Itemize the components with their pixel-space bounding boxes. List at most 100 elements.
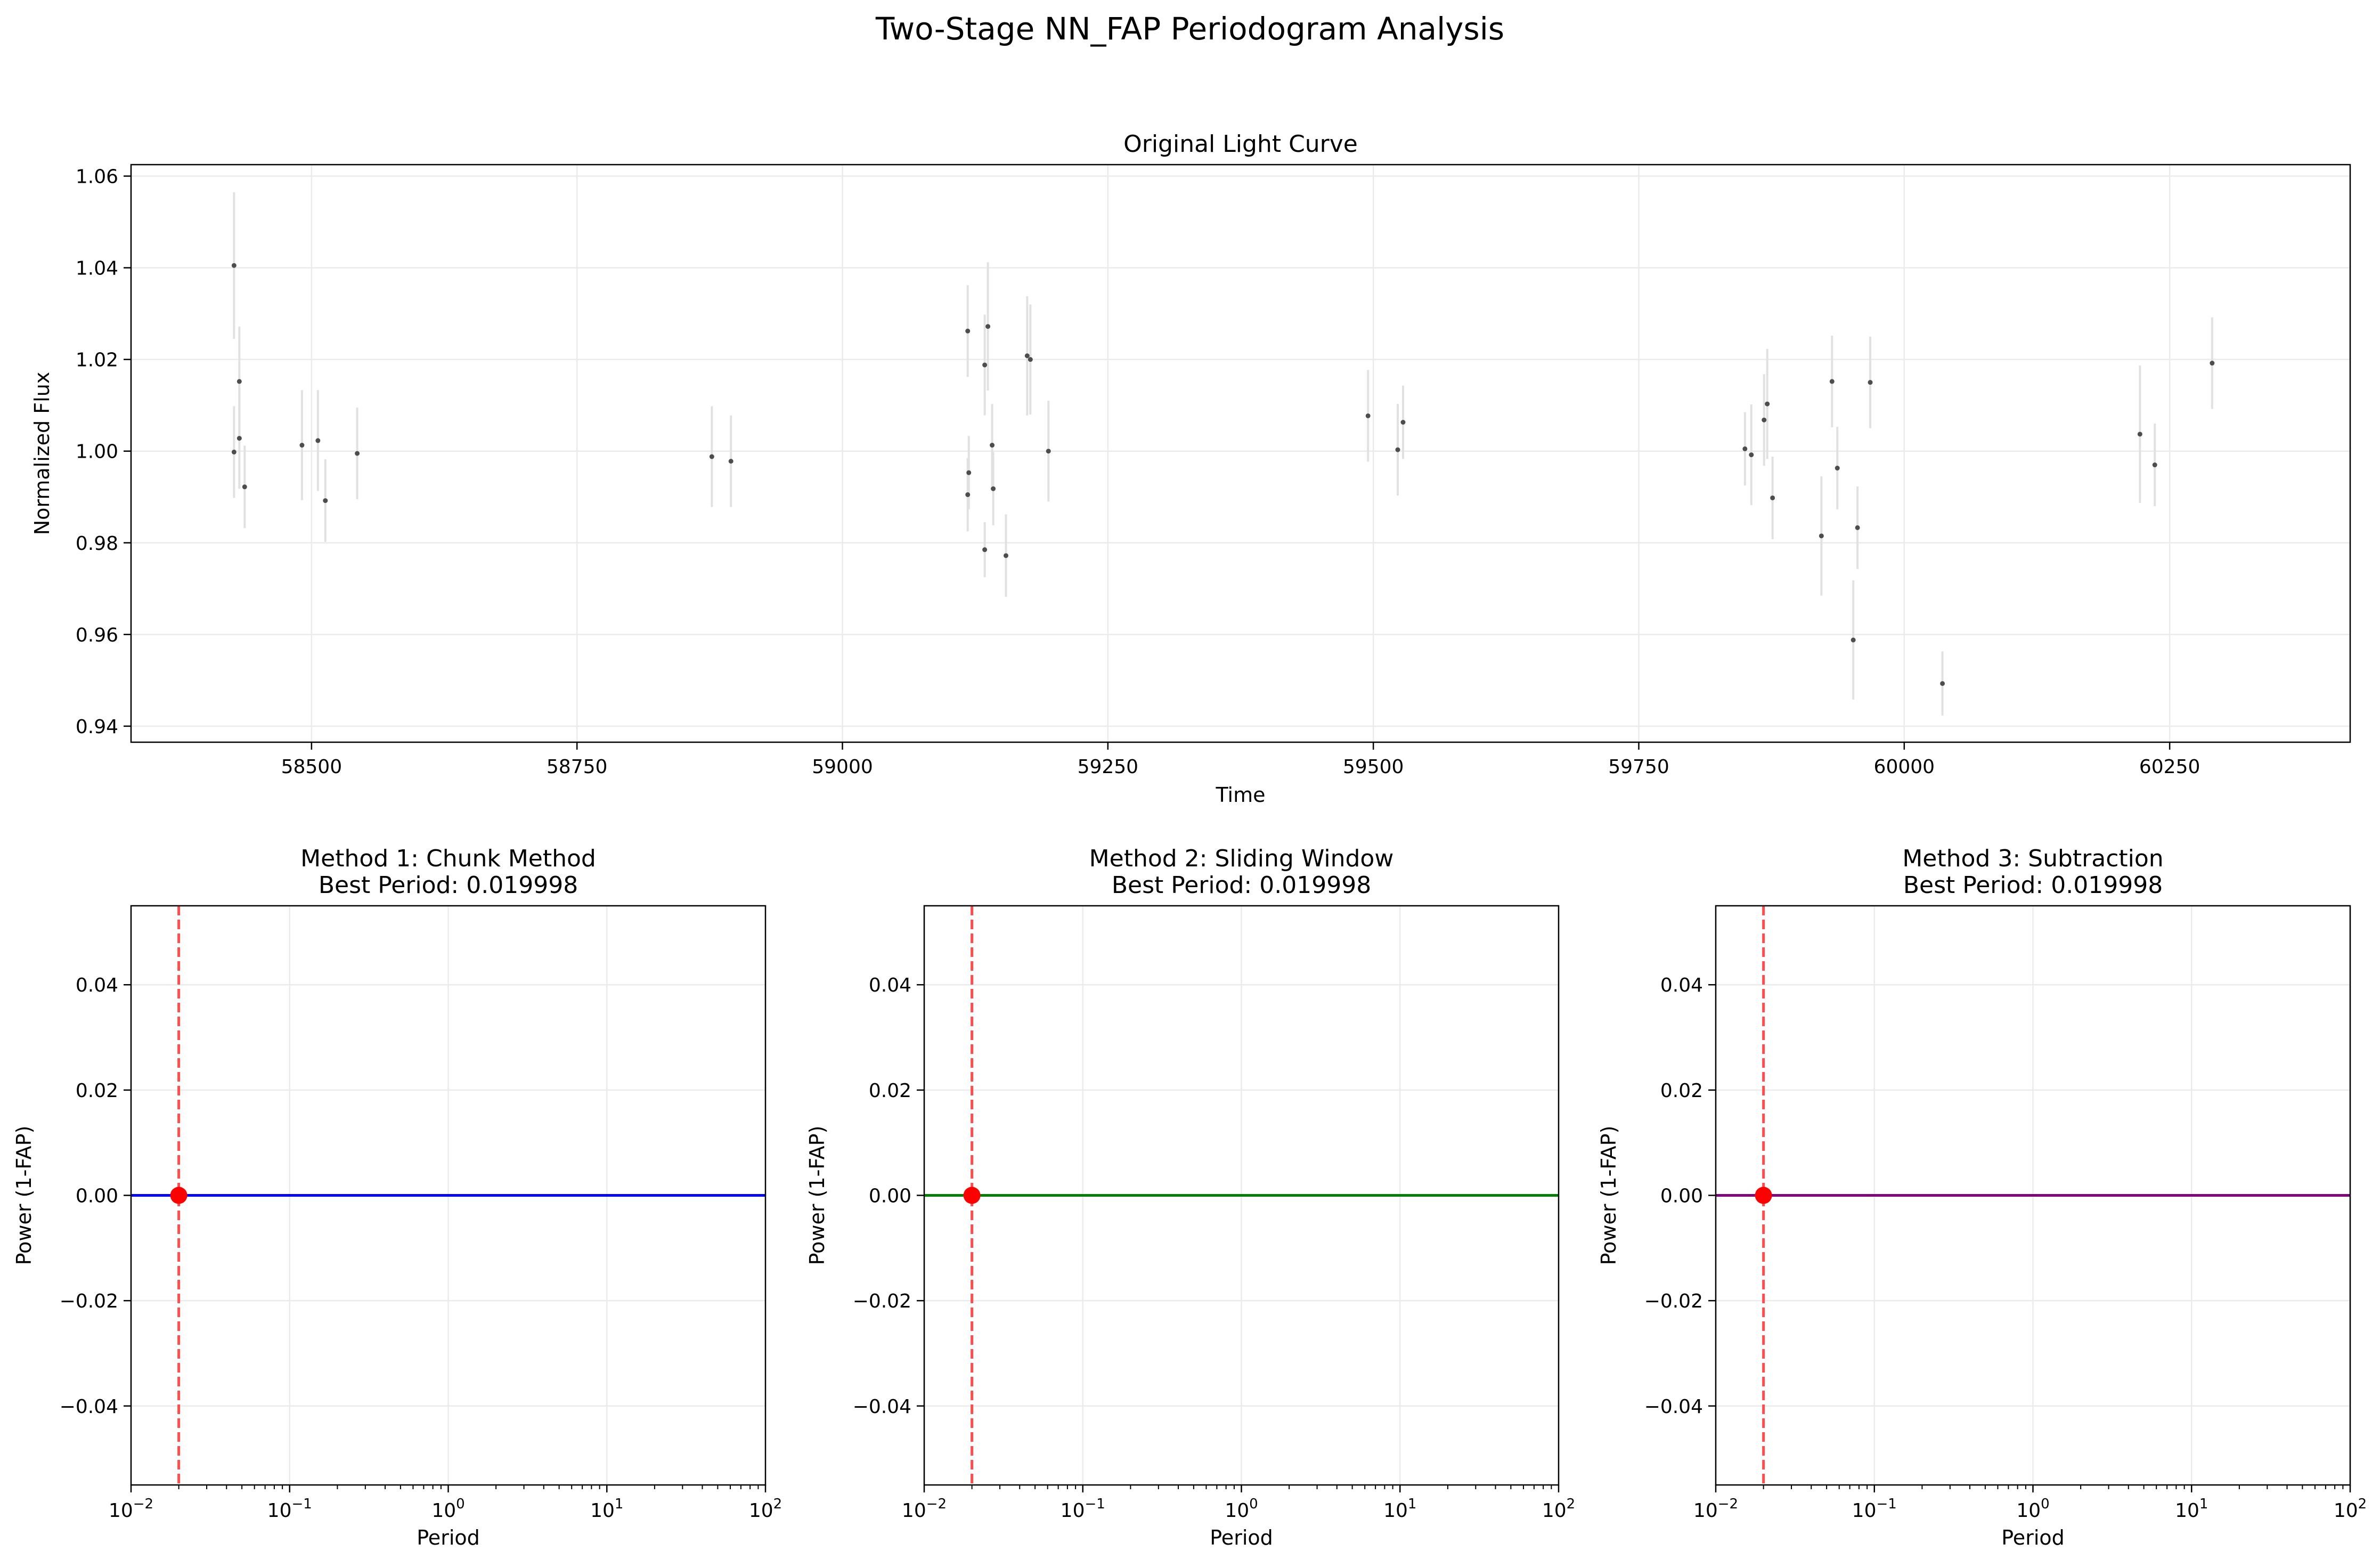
x-tick-exponent: −1 (1876, 1496, 1896, 1512)
x-axis-label: Period (2001, 1526, 2065, 1549)
x-tick-exponent: −2 (133, 1496, 153, 1512)
y-tick-label: 0.02 (869, 1080, 911, 1102)
data-point (315, 438, 321, 443)
x-axis-label: Time (1216, 783, 1266, 807)
x-tick-base: 10 (431, 1500, 456, 1522)
data-point (1835, 466, 1840, 471)
y-tick-label: 0.00 (869, 1186, 911, 1207)
y-tick-label: 0.00 (76, 1186, 118, 1207)
data-point (965, 492, 971, 497)
x-tick-base: 10 (109, 1500, 133, 1522)
y-tick-label: 0.04 (76, 975, 118, 996)
x-tick-exponent: −2 (1718, 1496, 1738, 1512)
x-tick-base: 10 (1852, 1500, 1877, 1522)
y-tick-label: 0.04 (869, 975, 911, 996)
x-tick-label: 101 (590, 1496, 623, 1522)
y-tick-label: 1.00 (76, 441, 118, 463)
data-point (965, 328, 971, 334)
data-point (323, 498, 328, 504)
y-tick-label: 0.96 (76, 624, 118, 646)
y-tick-label: 0.98 (76, 533, 118, 555)
figure-title: Two-Stage NN_FAP Periodogram Analysis (875, 11, 1504, 47)
best-period-marker (170, 1187, 188, 1204)
x-tick-label: 58750 (547, 756, 608, 778)
data-point (982, 547, 988, 553)
x-tick-exponent: 1 (1408, 1496, 1417, 1512)
data-point (237, 379, 242, 384)
x-axis-label: Period (417, 1526, 480, 1549)
data-point (966, 470, 972, 475)
data-point (1851, 637, 1856, 643)
x-tick-exponent: −1 (291, 1496, 312, 1512)
data-point (1819, 533, 1824, 539)
x-tick-label: 10−2 (109, 1496, 153, 1522)
x-tick-exponent: 2 (773, 1496, 783, 1512)
x-tick-exponent: −1 (1085, 1496, 1105, 1512)
x-tick-label: 59000 (812, 756, 873, 778)
periodogram-title: Method 3: Subtraction (1902, 845, 2163, 872)
data-point (985, 324, 991, 329)
data-point (2137, 432, 2142, 437)
data-point (1742, 446, 1748, 451)
data-point (1855, 525, 1860, 530)
periodogram-subtitle: Best Period: 0.019998 (1112, 872, 1371, 899)
x-tick-exponent: 0 (456, 1496, 465, 1512)
x-tick-exponent: 1 (2199, 1496, 2208, 1512)
x-tick-label: 10−1 (1061, 1496, 1105, 1522)
y-tick-label: −0.04 (60, 1396, 118, 1418)
data-point (1028, 357, 1033, 362)
data-point (1829, 379, 1835, 384)
x-tick-exponent: 2 (1567, 1496, 1576, 1512)
x-tick-base: 10 (2175, 1500, 2199, 1522)
y-tick-label: −0.02 (853, 1290, 911, 1312)
x-tick-exponent: −2 (926, 1496, 947, 1512)
data-point (990, 443, 995, 448)
data-point (1940, 681, 1945, 686)
data-point (231, 263, 237, 268)
periodogram-frame (130, 905, 767, 1486)
x-tick-base: 10 (2334, 1500, 2358, 1522)
x-tick-label: 100 (431, 1496, 464, 1522)
data-point (1762, 417, 1767, 423)
y-tick-label: −0.04 (1644, 1396, 1703, 1418)
x-tick-exponent: 0 (2041, 1496, 2050, 1512)
x-tick-base: 10 (749, 1500, 773, 1522)
y-tick-label: 0.94 (76, 716, 118, 738)
y-tick-label: 0.00 (1660, 1186, 1703, 1207)
x-tick-label: 10−2 (1693, 1496, 1738, 1522)
y-tick-label: 0.02 (1660, 1080, 1703, 1102)
y-axis-label: Power (1-FAP) (1597, 1126, 1620, 1265)
y-axis-label: Power (1-FAP) (12, 1126, 36, 1265)
light-curve-panel: Original Light Curve 58500 58750 59000 59250… (30, 131, 2351, 807)
y-axis-label: Normalized Flux (30, 372, 54, 535)
x-tick-base: 10 (1693, 1500, 1718, 1522)
periodogram-subtitle: Best Period: 0.019998 (319, 872, 578, 899)
y-tick-label: −0.02 (60, 1290, 118, 1312)
y-tick-label: 1.04 (76, 258, 118, 280)
periodogram-subtitle: Best Period: 0.019998 (1903, 872, 2163, 899)
y-tick-label: 0.04 (1660, 975, 1703, 996)
data-point (1024, 353, 1030, 359)
data-point (242, 484, 247, 490)
x-tick-label: 59250 (1078, 756, 1139, 778)
x-tick-label: 10−1 (267, 1496, 312, 1522)
x-tick-label: 10−1 (1852, 1496, 1897, 1522)
x-tick-label: 101 (2175, 1496, 2208, 1522)
x-tick-exponent: 1 (615, 1496, 624, 1512)
x-tick-base: 10 (902, 1500, 926, 1522)
data-point (2152, 462, 2157, 468)
x-tick-base: 10 (1383, 1500, 1408, 1522)
x-tick-label: 58500 (281, 756, 343, 778)
y-tick-label: 1.02 (76, 350, 118, 371)
x-tick-base: 10 (1061, 1500, 1085, 1522)
light-curve-frame (130, 164, 2351, 743)
y-tick-label: 0.02 (76, 1080, 118, 1102)
x-tick-label: 60000 (1874, 756, 1935, 778)
periodogram-frame (1715, 905, 2351, 1486)
data-point (709, 454, 714, 459)
data-point (1765, 401, 1770, 407)
data-point (1365, 413, 1371, 418)
